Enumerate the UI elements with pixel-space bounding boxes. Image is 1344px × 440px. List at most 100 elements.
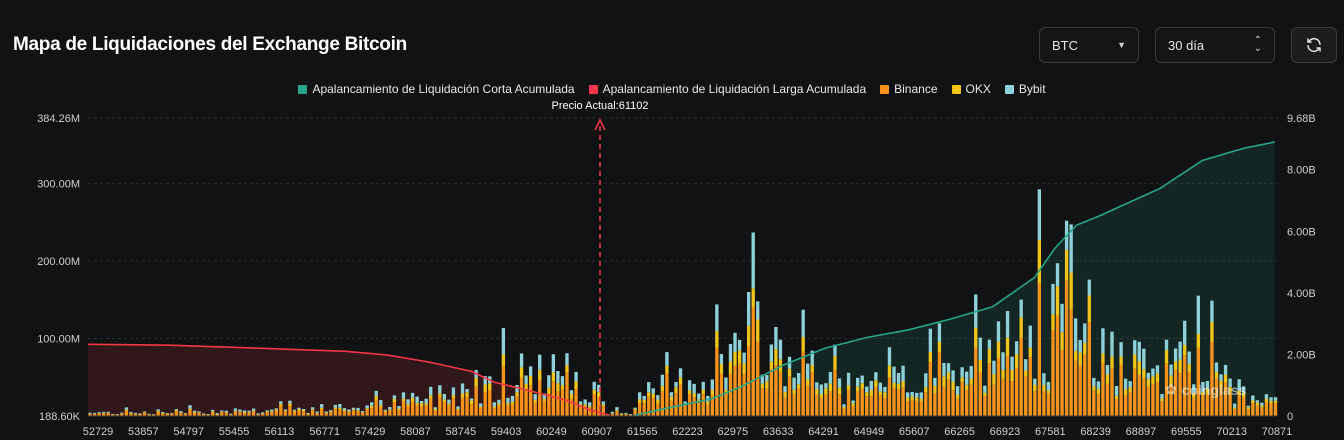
- bar-okx: [1155, 373, 1160, 383]
- legend-item[interactable]: Apalancamiento de Liquidación Corta Acum…: [298, 82, 575, 96]
- bar-bybit: [737, 339, 742, 351]
- bar-binance: [274, 410, 278, 416]
- bar-bybit: [1133, 340, 1137, 355]
- bar-bybit: [1074, 318, 1078, 351]
- bar-bybit: [133, 412, 138, 414]
- bar-okx: [1237, 390, 1241, 396]
- bar-okx: [115, 414, 119, 415]
- coinglass-watermark: ✿ coinglass: [1165, 381, 1246, 398]
- bar-okx: [1196, 333, 1200, 348]
- bar-binance: [592, 393, 596, 416]
- bar-bybit: [869, 380, 873, 390]
- bar-binance: [665, 373, 669, 416]
- y-left-tick-label: 100.00M: [37, 333, 80, 345]
- bar-binance: [479, 407, 483, 416]
- bar-binance: [905, 401, 910, 416]
- bar-binance: [901, 387, 905, 416]
- range-select[interactable]: 30 día ⌃ ⌄: [1155, 27, 1275, 63]
- legend-item[interactable]: OKX: [951, 82, 991, 96]
- bar-binance: [492, 408, 496, 416]
- bar-okx: [910, 396, 914, 401]
- bar-binance: [438, 396, 442, 416]
- bar-okx: [324, 412, 328, 414]
- bar-bybit: [819, 384, 824, 395]
- bar-bybit: [719, 354, 724, 364]
- x-tick-label: 64949: [854, 426, 885, 438]
- bar-bybit: [1232, 403, 1237, 408]
- bar-binance: [637, 402, 642, 416]
- bar-binance: [801, 351, 805, 416]
- legend-item[interactable]: Apalancamiento de Liquidación Larga Acum…: [588, 82, 866, 96]
- bar-bybit: [692, 383, 696, 394]
- bar-bybit: [610, 411, 615, 414]
- bar-okx: [960, 377, 964, 383]
- bar-bybit: [179, 411, 183, 413]
- bar-okx: [905, 397, 910, 402]
- bar-bybit: [392, 395, 397, 399]
- bar-binance: [179, 413, 183, 416]
- bar-okx: [133, 413, 138, 415]
- bar-bybit: [710, 379, 714, 390]
- bar-bybit: [924, 373, 928, 388]
- bar-binance: [1169, 384, 1173, 416]
- bar-bybit: [1123, 378, 1128, 390]
- refresh-button[interactable]: [1291, 27, 1337, 63]
- bar-bybit: [687, 380, 692, 391]
- bar-bybit: [1269, 397, 1273, 401]
- bar-okx: [983, 392, 987, 397]
- bar-binance: [1074, 360, 1078, 416]
- bar-binance: [578, 406, 583, 416]
- bar-bybit: [401, 392, 406, 399]
- legend-item[interactable]: Bybit: [1004, 82, 1046, 96]
- bar-bybit: [1178, 341, 1182, 360]
- x-tick-label: 63633: [763, 426, 794, 438]
- bar-bybit: [937, 323, 942, 342]
- bar-binance: [356, 411, 360, 416]
- bar-binance: [683, 405, 687, 416]
- bar-binance: [1269, 403, 1273, 416]
- watermark-text: coinglass: [1181, 381, 1247, 398]
- bar-binance: [242, 412, 247, 416]
- bar-bybit: [951, 370, 955, 382]
- bar-okx: [492, 406, 496, 409]
- bar-okx: [1151, 376, 1155, 385]
- bar-binance: [751, 307, 755, 416]
- bar-bybit: [556, 371, 560, 384]
- coin-select[interactable]: BTC ▼: [1039, 27, 1139, 63]
- bar-binance: [787, 376, 792, 416]
- bar-binance: [474, 386, 478, 416]
- bar-binance: [1151, 384, 1155, 416]
- legend-item[interactable]: Binance: [880, 82, 938, 96]
- bar-binance: [1133, 368, 1137, 416]
- bar-okx: [147, 414, 151, 415]
- bar-okx: [1074, 350, 1078, 361]
- bar-okx: [615, 410, 619, 412]
- bar-binance: [1146, 386, 1151, 416]
- bar-binance: [247, 412, 251, 416]
- bar-bybit: [910, 391, 914, 397]
- bar-binance: [878, 395, 883, 416]
- bar-bybit: [274, 408, 278, 410]
- bar-okx: [510, 401, 515, 405]
- bar-bybit: [1237, 379, 1241, 391]
- bar-binance: [1173, 369, 1178, 416]
- bar-binance: [860, 388, 864, 416]
- bar-binance: [983, 396, 987, 416]
- bar-binance: [615, 411, 619, 416]
- legend-swatch: [298, 84, 308, 94]
- bar-okx: [1101, 353, 1105, 363]
- bar-bybit: [188, 405, 192, 409]
- bar-okx: [256, 414, 260, 415]
- bar-binance: [915, 400, 919, 416]
- bar-okx: [796, 384, 801, 389]
- bar-bybit: [806, 363, 810, 380]
- bar-binance: [715, 347, 719, 416]
- bar-binance: [433, 410, 437, 416]
- bar-bybit: [905, 392, 910, 398]
- bar-bybit: [683, 401, 687, 405]
- bar-binance: [1246, 409, 1250, 416]
- bar-bybit: [1005, 310, 1010, 338]
- bar-okx: [1205, 388, 1210, 394]
- bar-binance: [978, 372, 982, 416]
- bar-bybit: [1160, 393, 1164, 399]
